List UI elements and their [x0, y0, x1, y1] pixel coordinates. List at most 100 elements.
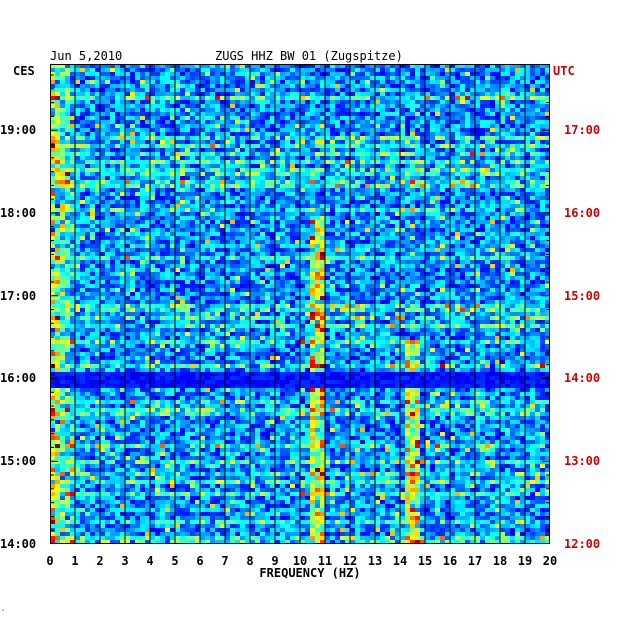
spectrogram-cell — [280, 152, 285, 156]
spectrogram-cell — [150, 256, 155, 260]
spectrogram-cell — [385, 164, 390, 168]
spectrogram-cell — [100, 132, 105, 136]
spectrogram-cell — [435, 148, 440, 152]
spectrogram-cell — [245, 136, 250, 140]
spectrogram-cell — [545, 244, 550, 248]
spectrogram-cell — [530, 188, 535, 192]
spectrogram-cell — [405, 124, 410, 128]
spectrogram-cell — [420, 232, 425, 236]
spectrogram-cell — [410, 96, 415, 100]
spectrogram-cell — [145, 216, 150, 220]
spectrogram-cell — [190, 236, 195, 240]
spectrogram-cell — [320, 148, 325, 152]
spectrogram-cell — [540, 88, 545, 92]
spectrogram-cell — [265, 140, 270, 144]
spectrogram-cell — [495, 192, 500, 196]
spectrogram-cell — [100, 168, 105, 172]
spectrogram-cell — [535, 236, 540, 240]
spectrogram-cell — [370, 184, 375, 188]
spectrogram-cell — [115, 152, 120, 156]
spectrogram-cell — [380, 104, 385, 108]
spectrogram-cell — [505, 116, 510, 120]
spectrogram-cell — [135, 208, 140, 212]
spectrogram-cell — [50, 236, 55, 240]
spectrogram-cell — [285, 224, 290, 228]
spectrogram-cell — [445, 256, 450, 260]
spectrogram-cell — [60, 152, 65, 156]
spectrogram-cell — [265, 164, 270, 168]
spectrogram-cell — [450, 196, 455, 200]
spectrogram-cell — [530, 108, 535, 112]
spectrogram-cell — [75, 220, 80, 224]
spectrogram-cell — [450, 116, 455, 120]
spectrogram-cell — [340, 212, 345, 216]
spectrogram-cell — [390, 204, 395, 208]
spectrogram-cell — [285, 76, 290, 80]
spectrogram-cell — [235, 168, 240, 172]
spectrogram-cell — [295, 132, 300, 136]
spectrogram-cell — [350, 160, 355, 164]
spectrogram-cell — [385, 176, 390, 180]
spectrogram-cell — [55, 260, 60, 264]
spectrogram-cell — [450, 68, 455, 72]
spectrogram-cell — [345, 232, 350, 236]
spectrogram-cell — [535, 196, 540, 200]
spectrogram-cell — [445, 92, 450, 96]
spectrogram-cell — [125, 120, 130, 124]
spectrogram-cell — [380, 76, 385, 80]
spectrogram-cell — [355, 176, 360, 180]
spectrogram-cell — [55, 136, 60, 140]
spectrogram-cell — [235, 200, 240, 204]
spectrogram-cell — [395, 232, 400, 236]
spectrogram-cell — [480, 196, 485, 200]
spectrogram-cell — [490, 216, 495, 220]
spectrogram-cell — [365, 140, 370, 144]
spectrogram-cell — [60, 224, 65, 228]
spectrogram-cell — [155, 76, 160, 80]
spectrogram-cell — [380, 160, 385, 164]
spectrogram-cell — [505, 104, 510, 108]
spectrogram-cell — [265, 136, 270, 140]
spectrogram-cell — [470, 68, 475, 72]
spectrogram-cell — [500, 248, 505, 252]
spectrogram-cell — [440, 156, 445, 160]
spectrogram-cell — [85, 100, 90, 104]
spectrogram-cell — [125, 228, 130, 232]
spectrogram-cell — [305, 180, 310, 184]
spectrogram-cell — [195, 80, 200, 84]
spectrogram-cell — [70, 240, 75, 244]
spectrogram-cell — [340, 252, 345, 256]
spectrogram-cell — [465, 208, 470, 212]
spectrogram-cell — [515, 180, 520, 184]
spectrogram-cell — [255, 64, 260, 68]
spectrogram-cell — [325, 156, 330, 160]
spectrogram-cell — [535, 72, 540, 76]
spectrogram-cell — [130, 168, 135, 172]
spectrogram-cell — [110, 212, 115, 216]
spectrogram-cell — [260, 88, 265, 92]
spectrogram-cell — [260, 192, 265, 196]
spectrogram-cell — [70, 152, 75, 156]
spectrogram-cell — [300, 144, 305, 148]
spectrogram-cell — [150, 152, 155, 156]
spectrogram-cell — [410, 152, 415, 156]
spectrogram-cell — [120, 156, 125, 160]
spectrogram-cell — [490, 152, 495, 156]
spectrogram-cell — [400, 176, 405, 180]
spectrogram-cell — [125, 80, 130, 84]
spectrogram-cell — [255, 216, 260, 220]
spectrogram-cell — [205, 244, 210, 248]
spectrogram-cell — [525, 236, 530, 240]
spectrogram-cell — [75, 152, 80, 156]
spectrogram-cell — [235, 128, 240, 132]
spectrogram-cell — [250, 96, 255, 100]
spectrogram-cell — [185, 244, 190, 248]
spectrogram-cell — [270, 68, 275, 72]
spectrogram-cell — [110, 240, 115, 244]
spectrogram-cell — [400, 92, 405, 96]
spectrogram-cell — [380, 80, 385, 84]
spectrogram-cell — [360, 96, 365, 100]
spectrogram-cell — [125, 168, 130, 172]
spectrogram-cell — [165, 192, 170, 196]
spectrogram-cell — [140, 228, 145, 232]
